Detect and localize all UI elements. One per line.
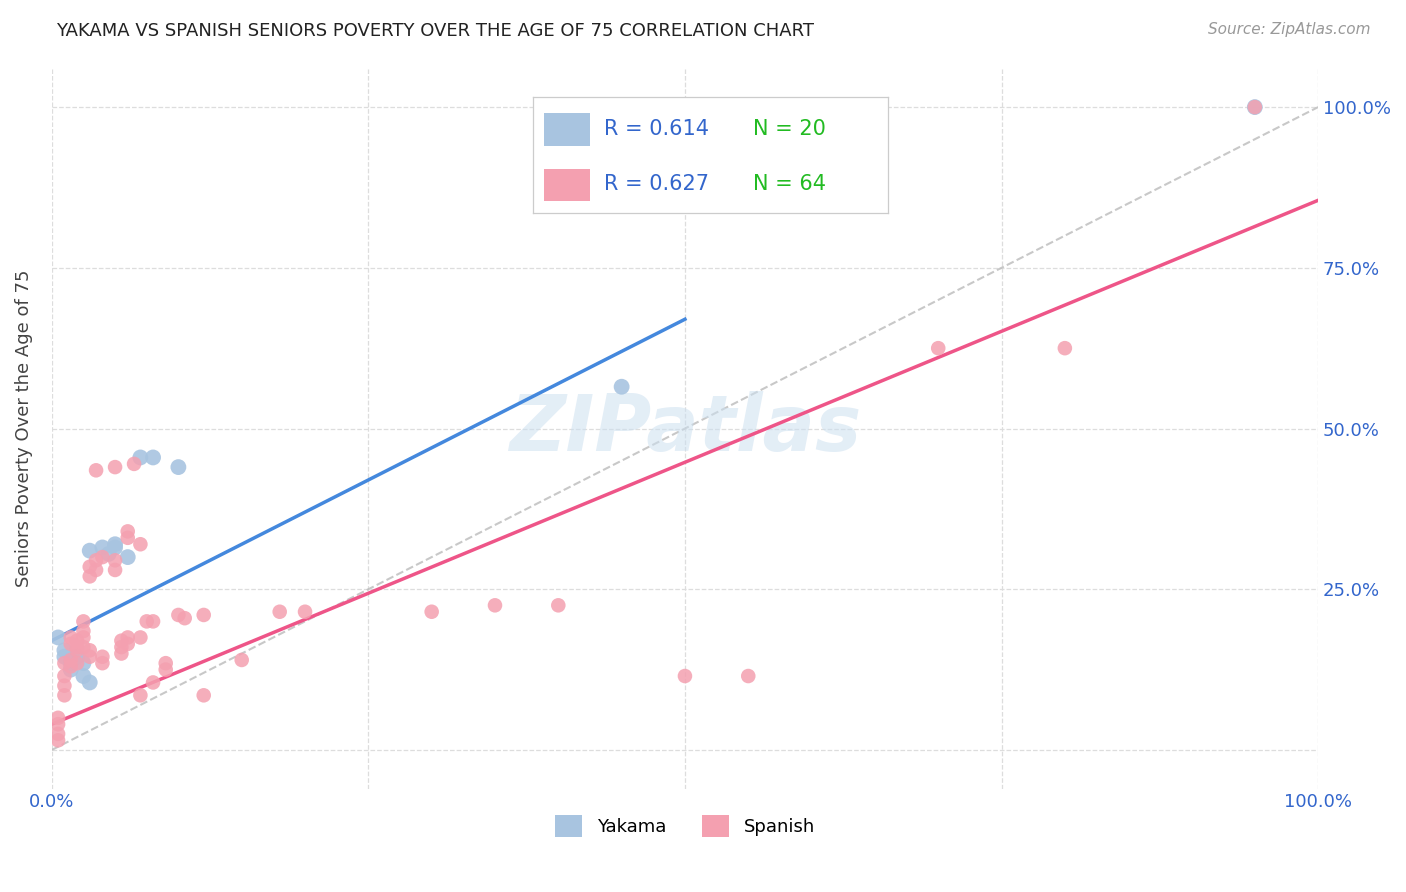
Point	[84, 463, 107, 477]
Point	[173, 611, 195, 625]
Point	[59, 659, 82, 673]
Point	[110, 633, 132, 648]
Point	[104, 563, 127, 577]
Point	[46, 631, 69, 645]
Point	[117, 631, 139, 645]
Point	[72, 656, 94, 670]
Point	[72, 624, 94, 638]
Y-axis label: Seniors Poverty Over the Age of 75: Seniors Poverty Over the Age of 75	[15, 269, 32, 587]
Point	[927, 341, 949, 355]
Point	[129, 689, 152, 703]
Point	[167, 460, 190, 475]
Point	[91, 541, 114, 555]
Point	[193, 689, 215, 703]
Point	[117, 531, 139, 545]
Point	[117, 524, 139, 539]
Point	[269, 605, 291, 619]
Legend: Yakama, Spanish: Yakama, Spanish	[548, 808, 823, 845]
Point	[129, 450, 152, 465]
Point	[66, 643, 89, 657]
Point	[122, 457, 145, 471]
Point	[72, 669, 94, 683]
Point	[72, 631, 94, 645]
Point	[104, 537, 127, 551]
Point	[53, 649, 76, 664]
Point	[53, 643, 76, 657]
Point	[129, 631, 152, 645]
Point	[79, 675, 101, 690]
Point	[66, 656, 89, 670]
Point	[46, 711, 69, 725]
Point	[167, 607, 190, 622]
Point	[193, 607, 215, 622]
Point	[97, 547, 120, 561]
Point	[420, 605, 443, 619]
Point	[155, 663, 177, 677]
Point	[59, 656, 82, 670]
Point	[79, 569, 101, 583]
Point	[117, 550, 139, 565]
Point	[53, 656, 76, 670]
Text: ZIPatlas: ZIPatlas	[509, 391, 860, 467]
Point	[79, 543, 101, 558]
Point	[72, 615, 94, 629]
Point	[547, 599, 569, 613]
Point	[117, 637, 139, 651]
Point	[46, 717, 69, 731]
Point	[673, 669, 696, 683]
Text: YAKAMA VS SPANISH SENIORS POVERTY OVER THE AGE OF 75 CORRELATION CHART: YAKAMA VS SPANISH SENIORS POVERTY OVER T…	[56, 22, 814, 40]
Point	[737, 669, 759, 683]
Text: Source: ZipAtlas.com: Source: ZipAtlas.com	[1208, 22, 1371, 37]
Point	[104, 553, 127, 567]
Point	[91, 656, 114, 670]
Point	[91, 649, 114, 664]
Point	[53, 679, 76, 693]
Point	[294, 605, 316, 619]
Point	[84, 563, 107, 577]
Point	[59, 653, 82, 667]
Point	[142, 450, 165, 465]
Point	[79, 559, 101, 574]
Point	[110, 647, 132, 661]
Point	[59, 663, 82, 677]
Point	[142, 615, 165, 629]
Point	[59, 631, 82, 645]
Point	[1053, 341, 1076, 355]
Point	[1243, 100, 1265, 114]
Point	[129, 537, 152, 551]
Point	[79, 649, 101, 664]
Point	[142, 675, 165, 690]
Point	[155, 656, 177, 670]
Point	[53, 689, 76, 703]
Point	[72, 640, 94, 654]
Point	[59, 637, 82, 651]
Point	[46, 733, 69, 747]
Point	[484, 599, 506, 613]
Point	[104, 541, 127, 555]
Point	[231, 653, 253, 667]
Point	[91, 550, 114, 565]
Point	[79, 643, 101, 657]
Point	[66, 640, 89, 654]
Point	[610, 380, 633, 394]
Point	[104, 460, 127, 475]
Point	[110, 640, 132, 654]
Point	[135, 615, 157, 629]
Point	[66, 633, 89, 648]
Point	[84, 553, 107, 567]
Point	[66, 649, 89, 664]
Point	[1243, 100, 1265, 114]
Point	[53, 669, 76, 683]
Point	[46, 727, 69, 741]
